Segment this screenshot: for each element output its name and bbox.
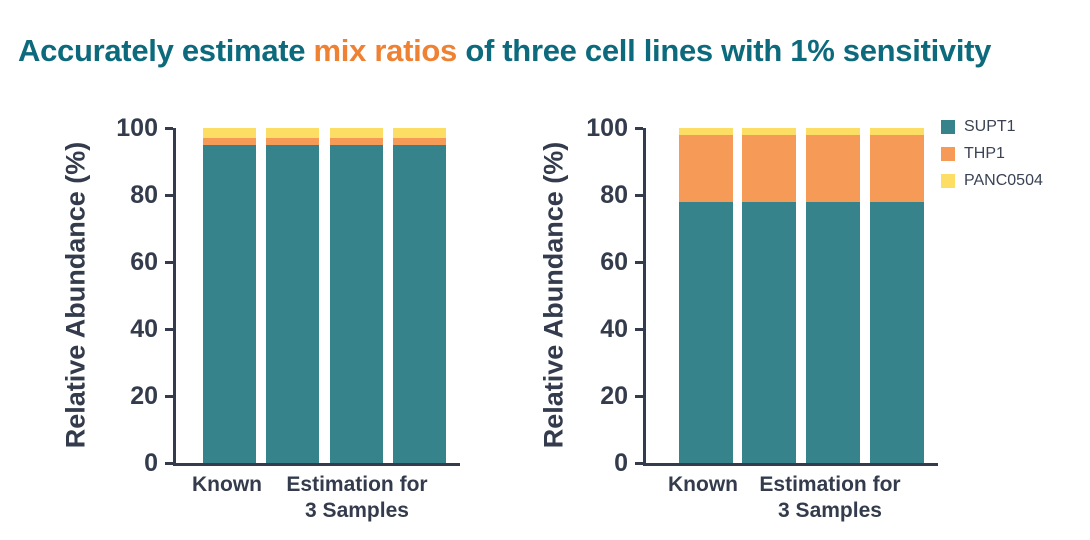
stacked-bar-chart-right: Relative Abundance (%) 0 20 40 60 80 100 Know… xyxy=(520,100,940,530)
bar-segment-panc0504 xyxy=(203,128,256,139)
bar-segment-panc0504 xyxy=(330,128,383,139)
y-axis-label: Relative Abundance (%) xyxy=(538,141,569,449)
y-axis-tick xyxy=(635,193,643,197)
legend-label-supt1: SUPT1 xyxy=(964,118,1016,135)
x-axis-label-estimation-line1: Estimation for xyxy=(286,473,428,496)
y-axis-tick-label: 20 xyxy=(600,382,628,410)
y-axis-tick xyxy=(635,260,643,264)
title-text-tail: of three cell lines with 1% sensitivity xyxy=(457,32,992,68)
bar-segment-thp1 xyxy=(266,138,319,145)
y-axis-tick-label: 0 xyxy=(614,449,628,477)
bar-segment-thp1 xyxy=(203,138,256,145)
bar-segment-panc0504 xyxy=(266,128,319,139)
y-axis-tick-label: 60 xyxy=(600,248,628,276)
bar-segment-supt1 xyxy=(266,144,319,463)
y-axis-tick xyxy=(635,327,643,331)
stacked-bar-chart-left: Relative Abundance (%) 0 20 40 60 80 100 Know… xyxy=(0,100,520,530)
legend-label-panc0504: PANC0504 xyxy=(964,172,1043,189)
x-axis-label-estimation: Estimation for 3 Samples xyxy=(740,472,920,524)
bar-segment-supt1 xyxy=(679,201,733,463)
y-axis-tick xyxy=(165,193,173,197)
legend-item-thp1: THP1 xyxy=(941,145,1043,163)
y-axis-tick-label: 20 xyxy=(130,382,158,410)
y-axis-tick-label: 80 xyxy=(130,181,158,209)
plot-area: 0 20 40 60 80 100 xyxy=(586,114,938,477)
bar-segment-supt1 xyxy=(393,144,446,463)
y-axis-label: Relative Abundance (%) xyxy=(60,141,91,449)
panc0504-color-swatch-icon xyxy=(941,174,955,188)
stacked-bar xyxy=(203,128,256,463)
y-axis-tick xyxy=(165,461,173,465)
stacked-bar xyxy=(806,128,860,463)
y-axis-tick xyxy=(635,394,643,398)
legend-label-thp1: THP1 xyxy=(964,145,1005,162)
bar-segment-supt1 xyxy=(870,201,924,463)
x-axis-label-known: Known xyxy=(192,473,262,496)
legend-item-panc0504: PANC0504 xyxy=(941,172,1043,190)
bar-segment-thp1 xyxy=(806,134,860,202)
bar-segment-supt1 xyxy=(203,144,256,463)
bar-segment-thp1 xyxy=(393,138,446,145)
stacked-bar xyxy=(870,128,924,463)
x-axis-label-estimation-line2: 3 Samples xyxy=(778,499,882,522)
stacked-bar xyxy=(393,128,446,463)
stacked-bar xyxy=(330,128,383,463)
plot-area: 0 20 40 60 80 100 xyxy=(116,114,460,477)
y-axis-tick-label: 60 xyxy=(130,248,158,276)
supt1-color-swatch-icon xyxy=(941,120,955,134)
title-text-main: Accurately estimate xyxy=(18,32,314,68)
bar-segment-thp1 xyxy=(870,134,924,202)
y-axis-tick-label: 0 xyxy=(144,449,158,477)
y-axis-tick-label: 40 xyxy=(130,315,158,343)
title-highlight-mix-ratios: mix ratios xyxy=(313,32,458,68)
bar-segment-panc0504 xyxy=(742,128,796,135)
bar-segment-thp1 xyxy=(742,134,796,202)
y-axis-tick-label: 80 xyxy=(600,181,628,209)
bar-segment-supt1 xyxy=(806,201,860,463)
x-axis-label-known: Known xyxy=(668,473,738,496)
bar-segment-panc0504 xyxy=(870,128,924,135)
bar-segment-thp1 xyxy=(679,134,733,202)
page-title: Accurately estimate mix ratios of three … xyxy=(18,33,1078,69)
y-axis-tick-label: 100 xyxy=(586,114,628,142)
stacked-bar xyxy=(266,128,319,463)
y-axis-tick xyxy=(165,126,173,130)
bar-segment-supt1 xyxy=(742,201,796,463)
y-axis-tick xyxy=(165,394,173,398)
bar-segment-panc0504 xyxy=(806,128,860,135)
y-axis-tick xyxy=(635,126,643,130)
bar-segment-panc0504 xyxy=(393,128,446,139)
y-axis-tick xyxy=(165,260,173,264)
thp1-color-swatch-icon xyxy=(941,147,955,161)
y-axis-tick-label: 100 xyxy=(116,114,158,142)
stacked-bar xyxy=(742,128,796,463)
x-axis-label-estimation: Estimation for 3 Samples xyxy=(267,472,447,524)
x-axis-label-estimation-line2: 3 Samples xyxy=(305,499,409,522)
legend-item-supt1: SUPT1 xyxy=(941,118,1043,136)
stacked-bar xyxy=(679,128,733,463)
y-axis-tick xyxy=(635,461,643,465)
bar-segment-panc0504 xyxy=(679,128,733,135)
bar-segment-thp1 xyxy=(330,138,383,145)
y-axis-tick xyxy=(165,327,173,331)
bar-segment-supt1 xyxy=(330,144,383,463)
x-axis-label-estimation-line1: Estimation for xyxy=(759,473,901,496)
y-axis-tick-label: 40 xyxy=(600,315,628,343)
legend: SUPT1 THP1 PANC0504 xyxy=(941,118,1043,199)
